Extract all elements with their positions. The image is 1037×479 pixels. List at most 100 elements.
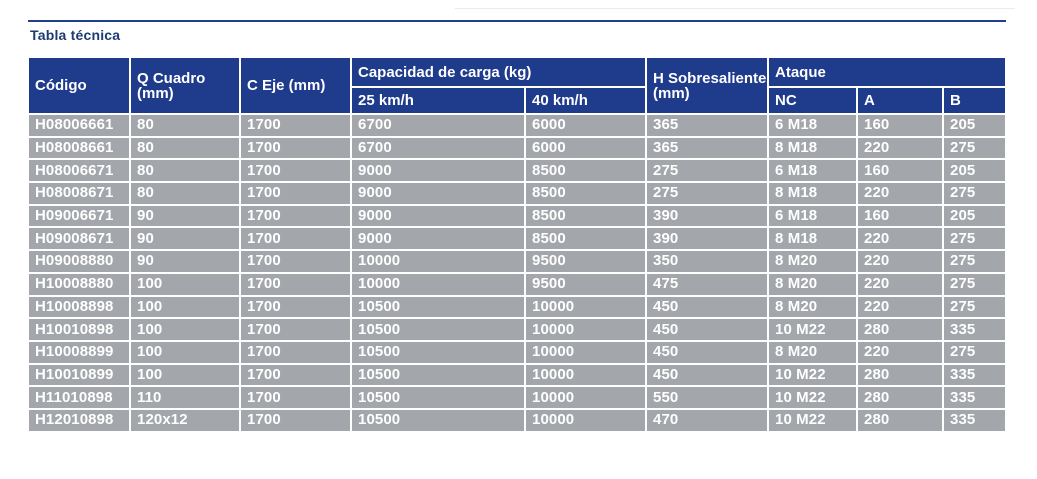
cell-cap-40: 8500 bbox=[523, 203, 648, 229]
cell-cap-25: 6700 bbox=[350, 113, 526, 138]
header-b: B bbox=[942, 86, 1008, 115]
table-row: H08006671 80 1700 9000 8500 275 6 M18 160 205 bbox=[27, 158, 1008, 184]
cell-nc: 6 M18 bbox=[767, 158, 859, 184]
header-codigo: Código bbox=[27, 56, 131, 115]
cell-b: 275 bbox=[942, 339, 1008, 365]
cell-nc: 10 M22 bbox=[767, 385, 859, 410]
cell-cap-25: 10500 bbox=[350, 317, 526, 342]
cell-b: 335 bbox=[942, 385, 1008, 410]
cell-cap-40: 10000 bbox=[523, 339, 648, 365]
cell-q-cuadro: 100 bbox=[129, 271, 241, 297]
cell-cap-40: 10000 bbox=[523, 362, 648, 388]
cell-b: 335 bbox=[942, 407, 1008, 433]
cell-cap-25: 9000 bbox=[350, 226, 526, 252]
cell-b: 205 bbox=[942, 113, 1008, 138]
cell-cap-25: 10500 bbox=[350, 385, 526, 410]
cell-q-cuadro: 100 bbox=[129, 339, 241, 365]
cell-a: 220 bbox=[856, 249, 945, 274]
cell-cap-25: 10000 bbox=[350, 249, 526, 274]
table-row: H08008671 80 1700 9000 8500 275 8 M18 220 275 bbox=[27, 181, 1008, 206]
cell-c-eje: 1700 bbox=[239, 181, 352, 206]
cell-b: 275 bbox=[942, 271, 1008, 297]
cell-c-eje: 1700 bbox=[239, 249, 352, 274]
cell-codigo: H10008899 bbox=[27, 339, 131, 365]
cell-codigo: H09006671 bbox=[27, 203, 131, 229]
cell-cap-40: 10000 bbox=[523, 317, 648, 342]
cell-c-eje: 1700 bbox=[239, 407, 352, 433]
cell-b: 335 bbox=[942, 317, 1008, 342]
cell-a: 280 bbox=[856, 317, 945, 342]
cell-cap-40: 10000 bbox=[523, 385, 648, 410]
cell-cap-25: 10500 bbox=[350, 407, 526, 433]
cell-a: 280 bbox=[856, 362, 945, 388]
cell-b: 275 bbox=[942, 249, 1008, 274]
cell-h-sobresaliente: 350 bbox=[645, 249, 770, 274]
header-c-eje: C Eje (mm) bbox=[239, 56, 352, 115]
cell-q-cuadro: 80 bbox=[129, 113, 241, 138]
cell-codigo: H08006661 bbox=[27, 113, 131, 138]
cell-nc: 8 M20 bbox=[767, 249, 859, 274]
cell-a: 220 bbox=[856, 339, 945, 365]
table-row: H08006661 80 1700 6700 6000 365 6 M18 160 205 bbox=[27, 113, 1008, 138]
cell-cap-40: 9500 bbox=[523, 249, 648, 274]
cell-a: 160 bbox=[856, 203, 945, 229]
cell-codigo: H08008661 bbox=[27, 135, 131, 161]
cell-a: 160 bbox=[856, 158, 945, 184]
header-cap-40: 40 km/h bbox=[523, 86, 648, 115]
cell-a: 160 bbox=[856, 113, 945, 138]
cell-b: 275 bbox=[942, 135, 1008, 161]
cell-c-eje: 1700 bbox=[239, 113, 352, 138]
cell-a: 220 bbox=[856, 226, 945, 252]
cell-h-sobresaliente: 550 bbox=[645, 385, 770, 410]
table-row: H12010898 120x12 1700 10500 10000 470 10 M22 28… bbox=[27, 407, 1008, 433]
cell-h-sobresaliente: 275 bbox=[645, 181, 770, 206]
cell-h-sobresaliente: 450 bbox=[645, 294, 770, 320]
cell-nc: 6 M18 bbox=[767, 113, 859, 138]
cell-nc: 10 M22 bbox=[767, 407, 859, 433]
cell-cap-25: 10500 bbox=[350, 294, 526, 320]
cell-cap-25: 9000 bbox=[350, 158, 526, 184]
cell-h-sobresaliente: 275 bbox=[645, 158, 770, 184]
table-row: H09008671 90 1700 9000 8500 390 8 M18 220 275 bbox=[27, 226, 1008, 252]
cell-codigo: H10008898 bbox=[27, 294, 131, 320]
table-row: H10008880 100 1700 10000 9500 475 8 M20 220 275 bbox=[27, 271, 1008, 297]
table-row: H09006671 90 1700 9000 8500 390 6 M18 160 205 bbox=[27, 203, 1008, 229]
technical-table: Código Q Cuadro (mm) C Eje (mm) Capacida… bbox=[27, 56, 1008, 433]
cell-h-sobresaliente: 470 bbox=[645, 407, 770, 433]
cell-cap-40: 8500 bbox=[523, 226, 648, 252]
cell-q-cuadro: 90 bbox=[129, 203, 241, 229]
cell-q-cuadro: 100 bbox=[129, 294, 241, 320]
cell-codigo: H08006671 bbox=[27, 158, 131, 184]
cell-b: 275 bbox=[942, 226, 1008, 252]
cell-cap-25: 9000 bbox=[350, 203, 526, 229]
cell-codigo: H09008880 bbox=[27, 249, 131, 274]
cell-cap-40: 10000 bbox=[523, 407, 648, 433]
cell-nc: 8 M18 bbox=[767, 226, 859, 252]
cell-h-sobresaliente: 475 bbox=[645, 271, 770, 297]
cell-codigo: H12010898 bbox=[27, 407, 131, 433]
cell-a: 220 bbox=[856, 271, 945, 297]
cell-q-cuadro: 120x12 bbox=[129, 407, 241, 433]
cell-q-cuadro: 80 bbox=[129, 135, 241, 161]
cell-a: 220 bbox=[856, 181, 945, 206]
cell-b: 275 bbox=[942, 181, 1008, 206]
cell-c-eje: 1700 bbox=[239, 385, 352, 410]
header-nc: NC bbox=[767, 86, 859, 115]
header-cap-25: 25 km/h bbox=[350, 86, 526, 115]
cell-cap-25: 6700 bbox=[350, 135, 526, 161]
cell-b: 275 bbox=[942, 294, 1008, 320]
cell-cap-25: 9000 bbox=[350, 181, 526, 206]
cell-h-sobresaliente: 450 bbox=[645, 362, 770, 388]
cell-cap-40: 6000 bbox=[523, 113, 648, 138]
table-row: H10008899 100 1700 10500 10000 450 8 M20 220 275 bbox=[27, 339, 1008, 365]
cell-c-eje: 1700 bbox=[239, 362, 352, 388]
cell-nc: 6 M18 bbox=[767, 203, 859, 229]
cell-b: 335 bbox=[942, 362, 1008, 388]
table-row: H10010898 100 1700 10500 10000 450 10 M22 280 33… bbox=[27, 317, 1008, 342]
cell-b: 205 bbox=[942, 203, 1008, 229]
cell-cap-25: 10000 bbox=[350, 271, 526, 297]
cell-codigo: H09008671 bbox=[27, 226, 131, 252]
cell-b: 205 bbox=[942, 158, 1008, 184]
cell-codigo: H11010898 bbox=[27, 385, 131, 410]
cell-cap-25: 10500 bbox=[350, 339, 526, 365]
